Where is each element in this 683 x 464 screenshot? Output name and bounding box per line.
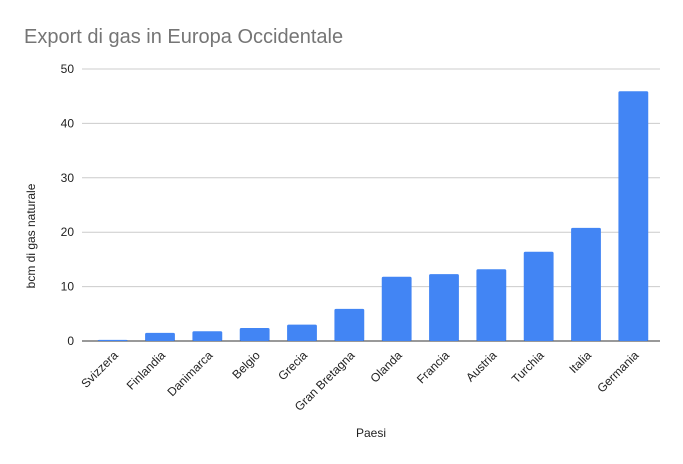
bar-finlandia bbox=[145, 332, 175, 341]
y-tick-label: 0 bbox=[67, 334, 74, 348]
bar-austria bbox=[476, 269, 507, 341]
x-tick-label: Francia bbox=[414, 348, 452, 386]
x-tick-label: Danimarca bbox=[165, 348, 216, 399]
bar-danimarca bbox=[192, 331, 223, 341]
x-tick-label: Austria bbox=[463, 348, 500, 385]
y-tick-label: 10 bbox=[61, 280, 75, 294]
bars bbox=[97, 91, 649, 341]
bar-turchia bbox=[523, 251, 554, 341]
x-tick-label: Italia bbox=[566, 348, 594, 376]
bar-belgio bbox=[239, 327, 270, 341]
y-axis-ticks: 0 10 20 30 40 50 bbox=[61, 62, 75, 348]
x-tick-label: Finlandia bbox=[124, 348, 169, 393]
y-tick-label: 20 bbox=[61, 225, 75, 239]
bar-grecia bbox=[287, 324, 317, 341]
x-tick-label: Belgio bbox=[229, 348, 263, 382]
y-tick-label: 50 bbox=[61, 62, 75, 76]
bar-italia bbox=[571, 227, 601, 341]
gridlines bbox=[82, 68, 660, 342]
bar-francia bbox=[429, 274, 459, 341]
chart-title: Export di gas in Europa Occidentale bbox=[24, 26, 343, 48]
bar-germania bbox=[618, 91, 649, 341]
y-tick-label: 40 bbox=[61, 116, 75, 130]
y-axis-label: bcm di gas naturale bbox=[24, 183, 38, 288]
x-tick-label: Germania bbox=[594, 348, 641, 395]
bar-olanda bbox=[381, 276, 412, 341]
y-tick-label: 30 bbox=[61, 171, 75, 185]
x-tick-label: Turchia bbox=[509, 348, 547, 386]
x-tick-label: Svizzera bbox=[78, 348, 121, 391]
x-tick-label: Grecia bbox=[275, 348, 310, 383]
x-axis-label: Paesi bbox=[356, 426, 386, 440]
bar-svizzera bbox=[97, 339, 128, 341]
x-tick-label: Olanda bbox=[368, 348, 405, 385]
bar-gran-bretagna bbox=[334, 308, 365, 341]
